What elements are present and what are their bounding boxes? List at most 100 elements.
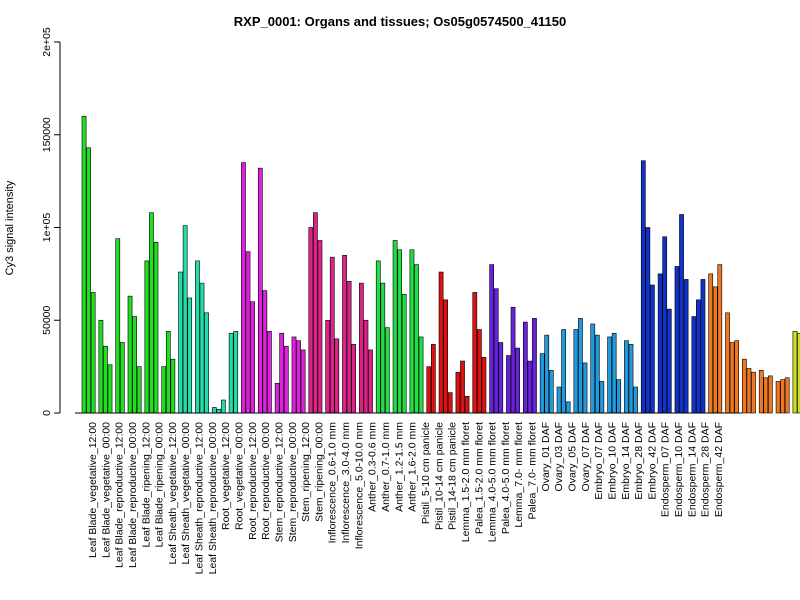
bar	[792, 331, 798, 414]
bar	[751, 371, 756, 414]
bar	[283, 345, 289, 414]
bar	[539, 353, 545, 414]
bar	[245, 251, 251, 414]
bar	[515, 347, 520, 414]
x-category-label: Pistil_14-18 cm panicle	[447, 422, 459, 530]
bars-layer	[81, 115, 800, 414]
bar	[573, 329, 579, 414]
y-tick-label: 2e+05	[41, 27, 53, 57]
bar	[590, 323, 596, 414]
bar	[438, 271, 444, 414]
bar	[262, 290, 268, 414]
bar	[734, 340, 739, 414]
x-category-label: Inflorescence_5.0-10.0 mm	[353, 422, 365, 549]
bar	[199, 282, 205, 414]
y-axis-label: Cy3 signal intensity	[4, 180, 16, 275]
bar	[725, 312, 730, 414]
x-category-label: Root_vegetative_00:00	[234, 422, 246, 530]
x-category-label: Stem_reproductive_00:00	[287, 422, 299, 542]
x-category-label: Embryo_42 DAF	[646, 422, 658, 500]
x-category-label: Anther_0.3-0.6 mm	[367, 422, 379, 512]
bar	[674, 266, 680, 414]
bar	[165, 331, 171, 414]
x-category-label: Lemma_1.5-2.0 mm floret	[460, 422, 472, 542]
bar	[274, 383, 280, 414]
bar	[775, 381, 781, 414]
bar	[624, 340, 629, 414]
bar	[443, 299, 449, 414]
x-category-label: Stem_reproductive_12:00	[273, 422, 285, 542]
bar	[645, 227, 651, 414]
bar	[380, 282, 386, 414]
bar	[414, 264, 419, 414]
bar	[119, 342, 125, 414]
bar	[153, 242, 159, 414]
bar	[611, 332, 617, 414]
x-category-label: Anther_1.2-1.5 mm	[393, 422, 405, 512]
y-tick-label: 0	[41, 410, 53, 416]
bar	[195, 260, 200, 414]
x-category-label: Endosperm_28 DAF	[700, 422, 712, 517]
bar	[351, 344, 357, 414]
bar	[544, 334, 550, 414]
bar	[522, 321, 528, 414]
bar	[696, 299, 701, 414]
bar	[115, 238, 121, 414]
bar	[532, 318, 537, 414]
x-category-label: Lemma_7.0- mm floret	[513, 422, 525, 528]
bar	[392, 240, 398, 414]
bar	[700, 279, 706, 414]
bar	[86, 147, 91, 414]
bar	[144, 260, 150, 414]
bar	[149, 212, 154, 414]
bar	[228, 332, 234, 414]
bar	[493, 288, 499, 414]
bar	[683, 279, 689, 414]
x-category-label: Palea_4.0-5.0 mm floret	[500, 422, 512, 534]
bar	[784, 377, 790, 414]
x-category-label: Leaf Blade_vegetative_00:00	[100, 422, 112, 558]
x-category-label: Endosperm_14 DAF	[686, 422, 698, 517]
x-category-label: Embryo_10 DAF	[606, 422, 618, 500]
bar	[81, 115, 87, 414]
x-category-label: Embryo_14 DAF	[620, 422, 632, 500]
bar	[401, 293, 407, 414]
x-category-label: Endosperm_10 DAF	[673, 422, 685, 517]
bar	[489, 264, 495, 414]
x-category-label: Pistil_10-14 cm panicle	[433, 422, 445, 530]
x-category-label: Embryo_07 DAF	[593, 422, 605, 500]
bar	[233, 331, 239, 414]
bar	[426, 366, 432, 414]
bar	[679, 214, 684, 414]
bar	[556, 386, 562, 414]
x-category-label: Anther_1.6-2.0 mm	[407, 422, 419, 512]
bar	[409, 249, 415, 414]
x-category-label: Leaf Sheath_vegetative_00:00	[180, 422, 192, 565]
y-tick-label: 50000	[41, 305, 53, 334]
bar	[291, 336, 297, 414]
bar	[136, 366, 142, 414]
bar	[657, 273, 663, 414]
bar	[384, 327, 390, 414]
bar	[447, 392, 453, 414]
bar	[498, 342, 504, 414]
bar	[182, 225, 188, 414]
bar	[363, 319, 369, 414]
x-category-label: Pistil_5-10 cm panicle	[420, 422, 432, 524]
bar	[132, 316, 137, 414]
bar	[127, 295, 133, 414]
bar	[241, 162, 246, 414]
bar	[578, 318, 583, 414]
x-category-label: Anther_0.7-1.0 mm	[380, 422, 392, 512]
bar	[250, 301, 255, 414]
y-tick-label: 150000	[41, 117, 53, 152]
bar	[594, 334, 600, 414]
x-category-label: Lemma_4.0-5.0 mm floret	[487, 422, 499, 542]
x-category-label: Palea_1.5-2.0 mm floret	[473, 422, 485, 534]
x-category-label: Root_vegetative_12:00	[220, 422, 232, 530]
bar	[729, 342, 735, 414]
bar	[221, 399, 226, 414]
bar	[582, 362, 588, 414]
bar	[103, 345, 108, 414]
x-category-label: Ovary_01 DAF	[540, 422, 552, 491]
